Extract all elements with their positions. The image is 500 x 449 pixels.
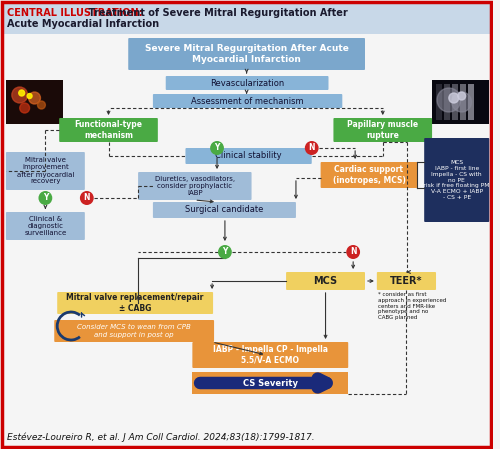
Text: TEER*: TEER* — [390, 276, 422, 286]
Text: Diuretics, vasodilators,
consider prophylactic
IABP: Diuretics, vasodilators, consider prophy… — [155, 176, 235, 196]
Text: Surgical candidate: Surgical candidate — [185, 206, 264, 215]
FancyBboxPatch shape — [186, 148, 312, 164]
Text: Functional-type
mechanism: Functional-type mechanism — [74, 120, 142, 140]
FancyBboxPatch shape — [6, 212, 85, 240]
Text: Papillary muscle
rupture: Papillary muscle rupture — [347, 120, 418, 140]
FancyBboxPatch shape — [54, 320, 214, 342]
Text: N: N — [350, 247, 356, 256]
Circle shape — [305, 141, 318, 155]
Text: Y: Y — [42, 194, 48, 202]
Bar — [460, 84, 466, 120]
Circle shape — [452, 92, 471, 112]
FancyBboxPatch shape — [424, 138, 490, 222]
Text: N: N — [308, 144, 315, 153]
Circle shape — [20, 103, 30, 113]
Text: N: N — [84, 194, 90, 202]
Text: MCS: MCS — [314, 276, 338, 286]
Text: Treatment of Severe Mitral Regurgitation After: Treatment of Severe Mitral Regurgitation… — [85, 8, 347, 18]
Text: Y: Y — [214, 144, 220, 153]
Circle shape — [437, 88, 460, 112]
FancyBboxPatch shape — [138, 172, 252, 200]
Text: IABP - Impella CP - Impella
5.5/V-A ECMO: IABP - Impella CP - Impella 5.5/V-A ECMO — [213, 345, 328, 365]
Circle shape — [38, 191, 52, 205]
FancyBboxPatch shape — [320, 162, 418, 188]
Bar — [468, 84, 473, 120]
Bar — [6, 80, 63, 124]
Text: Revascularization: Revascularization — [210, 79, 284, 88]
Bar — [452, 84, 458, 120]
FancyBboxPatch shape — [6, 152, 85, 190]
Bar — [6, 80, 63, 124]
FancyBboxPatch shape — [192, 342, 348, 368]
Text: Y: Y — [222, 247, 228, 256]
Text: Acute Myocardial Infarction: Acute Myocardial Infarction — [7, 19, 159, 29]
Circle shape — [27, 93, 32, 98]
Text: Mitral valve replacement/repair
± CABG: Mitral valve replacement/repair ± CABG — [66, 293, 204, 313]
FancyBboxPatch shape — [166, 76, 328, 90]
Text: Severe Mitral Regurgitation After Acute
Myocardial Infarction: Severe Mitral Regurgitation After Acute … — [144, 44, 348, 64]
Bar — [192, 372, 348, 394]
Circle shape — [28, 92, 40, 104]
Bar — [444, 84, 450, 120]
Bar — [2, 2, 492, 34]
Text: Cardiac support
(inotropes, MCS): Cardiac support (inotropes, MCS) — [332, 165, 406, 185]
Text: Clinical &
diagnostic
surveillance: Clinical & diagnostic surveillance — [24, 216, 66, 236]
Circle shape — [449, 93, 458, 103]
FancyBboxPatch shape — [128, 38, 365, 70]
FancyBboxPatch shape — [153, 94, 342, 108]
Circle shape — [346, 245, 360, 259]
Circle shape — [38, 101, 46, 109]
FancyBboxPatch shape — [286, 272, 365, 290]
FancyBboxPatch shape — [153, 202, 296, 218]
Text: Consider MCS to wean from CPB
and support in post op: Consider MCS to wean from CPB and suppor… — [78, 325, 191, 338]
Text: Assessment of mechanism: Assessment of mechanism — [192, 97, 304, 106]
Text: * consider as first
approach in experienced
centers and FMR-like
phenotype and n: * consider as first approach in experien… — [378, 292, 446, 320]
FancyBboxPatch shape — [334, 118, 432, 142]
Text: Mitral valve
improvement
after myocardial
recovery: Mitral valve improvement after myocardia… — [16, 158, 74, 185]
Circle shape — [12, 87, 28, 103]
FancyBboxPatch shape — [377, 272, 436, 290]
Text: MCS
IABP - first line
Impella - CS with
no PE
(risk if free floating PM)
V-A ECM: MCS IABP - first line Impella - CS with … — [422, 160, 492, 200]
Circle shape — [218, 245, 232, 259]
Bar — [432, 80, 490, 124]
Circle shape — [80, 191, 94, 205]
FancyBboxPatch shape — [59, 118, 158, 142]
Circle shape — [458, 92, 466, 100]
Text: CS Severity: CS Severity — [243, 379, 298, 387]
Text: CENTRAL ILLUSTRATION:: CENTRAL ILLUSTRATION: — [7, 8, 142, 18]
FancyBboxPatch shape — [57, 292, 213, 314]
Text: Estévez-Loureiro R, et al. J Am Coll Cardiol. 2024;83(18):1799-1817.: Estévez-Loureiro R, et al. J Am Coll Car… — [7, 432, 314, 441]
Text: Clinical stability: Clinical stability — [216, 151, 282, 160]
Circle shape — [210, 141, 224, 155]
Bar — [436, 84, 442, 120]
Circle shape — [18, 90, 24, 96]
